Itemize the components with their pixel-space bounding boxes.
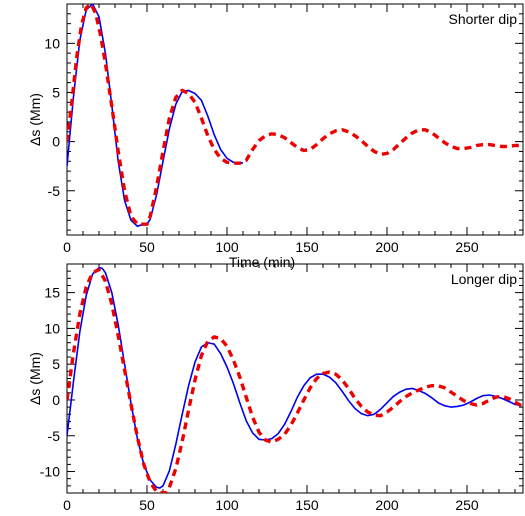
series-line-solid — [67, 266, 522, 489]
y-tick-label: 5 — [52, 84, 60, 100]
x-tick-label: 50 — [139, 239, 155, 255]
x-axis-label: Time (min) — [229, 254, 295, 270]
series-line-dashed — [67, 4, 522, 226]
x-tick-label: 200 — [375, 497, 399, 511]
plot-frame — [66, 263, 524, 494]
x-tick-label: 250 — [455, 497, 479, 511]
x-tick-label: 100 — [215, 239, 239, 255]
y-tick-label: -5 — [48, 183, 61, 199]
y-tick-label: 10 — [44, 35, 60, 51]
y-tick-label: -10 — [40, 464, 60, 480]
x-tick-label: 100 — [215, 497, 239, 511]
plot-frame — [66, 3, 524, 236]
series-line-dashed — [67, 267, 523, 493]
panel-title: Longer dip — [451, 271, 517, 287]
x-tick-label: 150 — [295, 497, 319, 511]
y-tick-label: 15 — [44, 285, 60, 301]
x-tick-label: 0 — [63, 239, 71, 255]
panel-title: Shorter dip — [449, 11, 518, 27]
y-tick-label: 0 — [52, 134, 60, 150]
y-tick-label: 10 — [44, 320, 60, 336]
y-tick-label: -5 — [48, 428, 61, 444]
y-axis-label: Δs (Mm) — [27, 93, 43, 146]
x-tick-label: 200 — [375, 239, 399, 255]
y-axis-label: Δs (Mm) — [27, 352, 43, 405]
x-tick-label: 150 — [295, 239, 319, 255]
x-tick-label: 0 — [63, 497, 71, 511]
x-tick-label: 250 — [455, 239, 479, 255]
x-tick-label: 50 — [139, 497, 155, 511]
y-tick-label: 5 — [52, 356, 60, 372]
chart-panel-1: 0 50 100 150 200 250 -5 0 5 10 Time (min) Δs (Mm) Sh… — [27, 3, 524, 270]
y-tick-label: 0 — [52, 392, 60, 408]
